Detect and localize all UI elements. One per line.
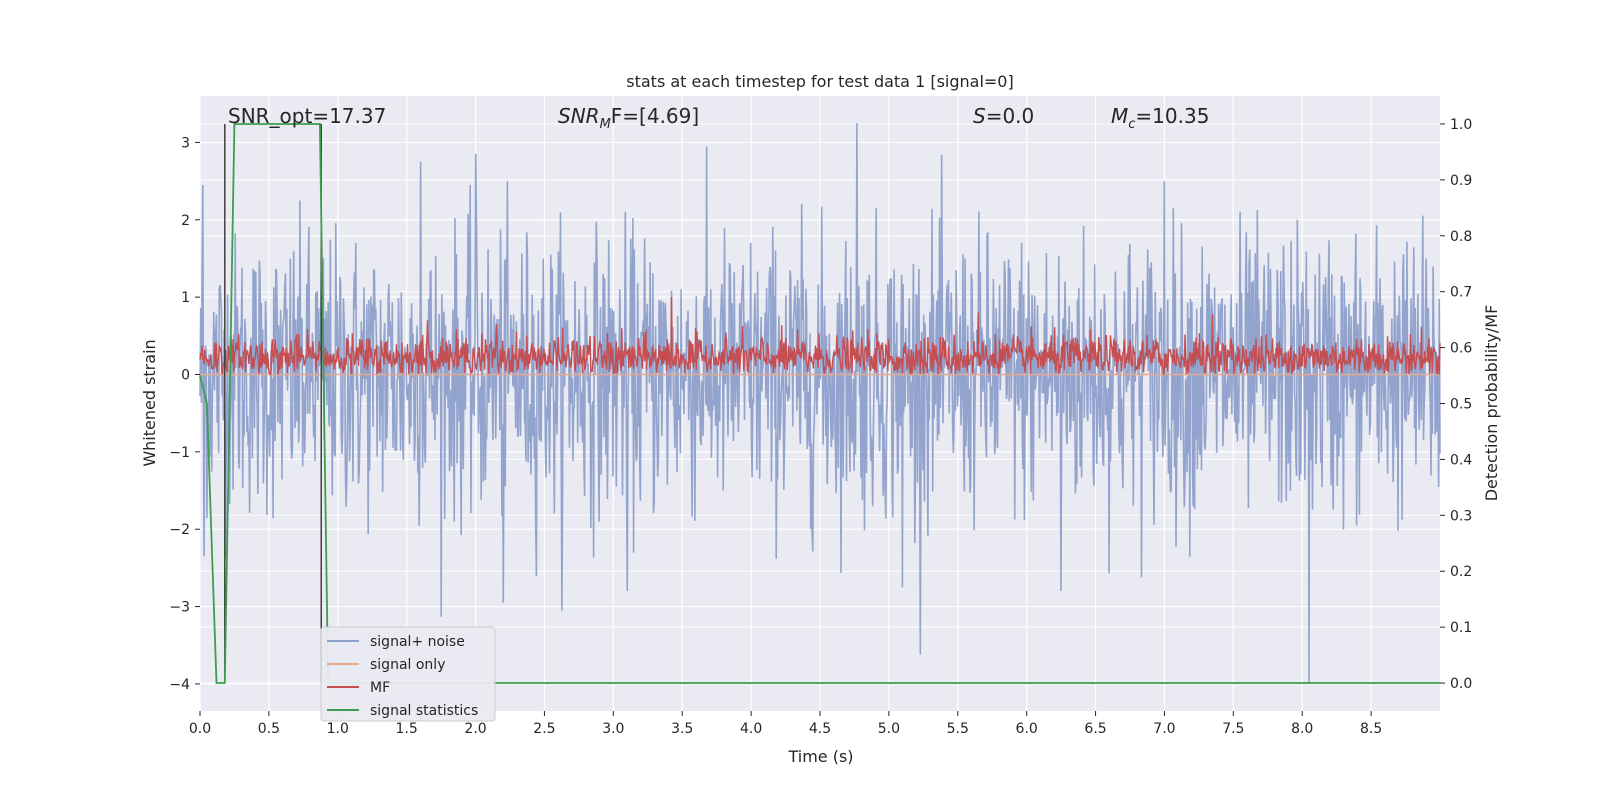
- y2-tick-label: 0.0: [1450, 676, 1472, 692]
- mc-annotation: Mc=10.35: [1111, 104, 1209, 132]
- mc-rest: =10.35: [1135, 104, 1209, 128]
- mc-main: M: [1111, 104, 1128, 128]
- y2-tick-label: 0.2: [1450, 564, 1472, 580]
- y2-tick-label: 0.4: [1450, 452, 1472, 468]
- x-tick-label: 3.5: [671, 721, 693, 737]
- s-main: S: [973, 104, 986, 128]
- x-tick-label: 0.5: [258, 721, 280, 737]
- legend-box: [320, 626, 496, 722]
- x-tick-label: 6.5: [1084, 721, 1106, 737]
- snr-mf-main: SNR: [558, 104, 600, 128]
- x-tick-label: 1.0: [327, 721, 349, 737]
- s-rest: =0.0: [986, 104, 1035, 128]
- y2-tick-label: 0.7: [1450, 285, 1472, 301]
- y2-tick-label: 0.3: [1450, 508, 1472, 524]
- y2-tick-label: 0.9: [1450, 173, 1472, 189]
- x-tick-label: 4.0: [740, 721, 762, 737]
- x-tick-label: 7.5: [1222, 721, 1244, 737]
- legend-label-signal-statistics: signal statistics: [370, 703, 478, 719]
- x-tick-label: 1.5: [396, 721, 418, 737]
- series-mf-line: [199, 297, 1441, 376]
- chart-title: stats at each timestep for test data 1 […: [626, 72, 1013, 91]
- series-signal-noise-line: [199, 123, 1441, 684]
- x-tick-label: 0.0: [189, 721, 211, 737]
- y-axis-label: Whitened strain: [140, 339, 159, 466]
- snr-mf-subscript: M: [600, 117, 611, 132]
- legend: signal+ noise signal only MF signal stat…: [320, 626, 496, 722]
- x-tick-label: 6.0: [1016, 721, 1038, 737]
- y-tick-label: 1: [181, 290, 190, 306]
- y-tick-label: −2: [169, 522, 190, 538]
- x-tick-label: 8.5: [1360, 721, 1382, 737]
- mc-subscript: c: [1128, 117, 1135, 132]
- y-tick-label: −1: [169, 445, 190, 461]
- y-tick-label: 2: [181, 213, 190, 229]
- y2-tick-label: 0.8: [1450, 229, 1472, 245]
- y2-tick-label: 0.1: [1450, 620, 1472, 636]
- x-axis-label: Time (s): [787, 747, 853, 766]
- x-tick-label: 7.0: [1153, 721, 1175, 737]
- legend-label-signal-noise: signal+ noise: [370, 634, 465, 650]
- s-annotation: S=0.0: [973, 104, 1034, 128]
- snr-mf-rest: F=[4.69]: [611, 104, 699, 128]
- x-tick-label: 2.5: [533, 721, 555, 737]
- legend-label-signal-only: signal only: [370, 657, 445, 673]
- y2-tick-label: 1.0: [1450, 117, 1472, 133]
- y-tick-label: −3: [169, 600, 190, 616]
- y-tick-label: 0: [181, 367, 190, 383]
- x-tick-label: 2.0: [464, 721, 486, 737]
- x-tick-label: 8.0: [1291, 721, 1313, 737]
- y-tick-label: 3: [181, 135, 190, 151]
- x-tick-label: 5.0: [878, 721, 900, 737]
- snr-mf-annotation: SNRMF=[4.69]: [558, 104, 699, 132]
- axes-layer: 0.0 0.5 1.0 1.5 2.0 2.5 3.0 3.5 4.0 4.5 5.0 5.5 6.0 6…: [169, 117, 1472, 737]
- snr-opt-annotation: SNR_opt=17.37: [228, 104, 386, 128]
- x-tick-label: 4.5: [809, 721, 831, 737]
- x-tick-label: 3.0: [602, 721, 624, 737]
- y2-tick-label: 0.6: [1450, 341, 1472, 357]
- x-tick-label: 5.5: [947, 721, 969, 737]
- y-tick-label: −4: [169, 677, 190, 693]
- legend-label-mf: MF: [370, 680, 390, 696]
- y2-tick-label: 0.5: [1450, 397, 1472, 413]
- y2-axis-label: Detection probability/MF: [1482, 305, 1501, 502]
